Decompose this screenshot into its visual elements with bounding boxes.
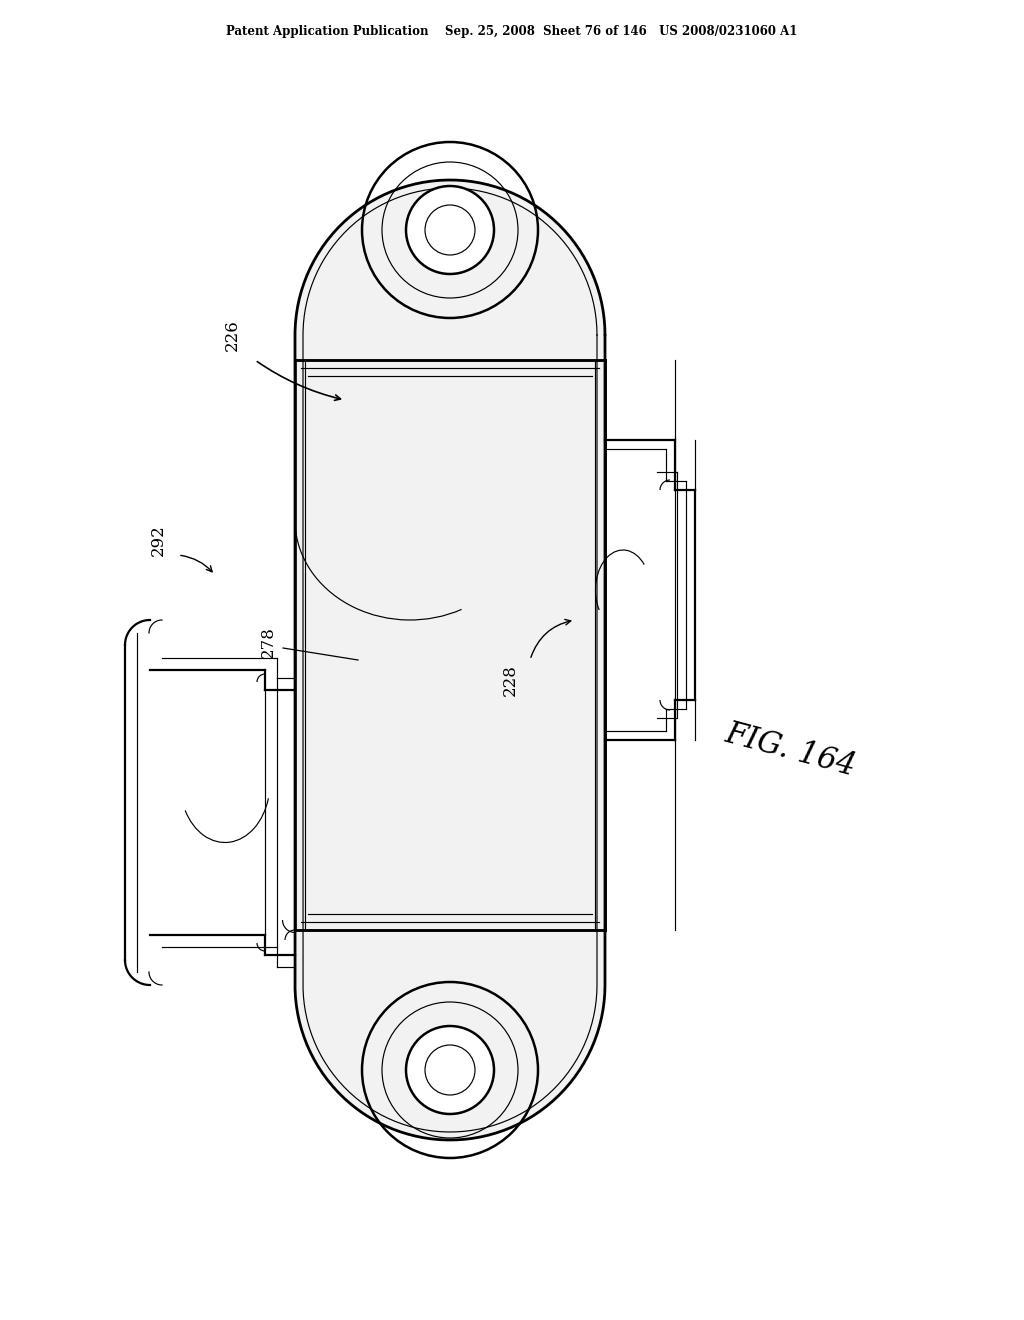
Text: 228: 228 bbox=[502, 664, 518, 696]
Text: Patent Application Publication    Sep. 25, 2008  Sheet 76 of 146   US 2008/02310: Patent Application Publication Sep. 25, … bbox=[226, 25, 798, 38]
Text: 226: 226 bbox=[223, 319, 241, 351]
Text: 278: 278 bbox=[259, 626, 276, 657]
Circle shape bbox=[406, 186, 494, 275]
Text: 292: 292 bbox=[150, 524, 167, 556]
Circle shape bbox=[406, 1026, 494, 1114]
Text: FIG. 164: FIG. 164 bbox=[721, 718, 859, 783]
Polygon shape bbox=[295, 180, 605, 1140]
